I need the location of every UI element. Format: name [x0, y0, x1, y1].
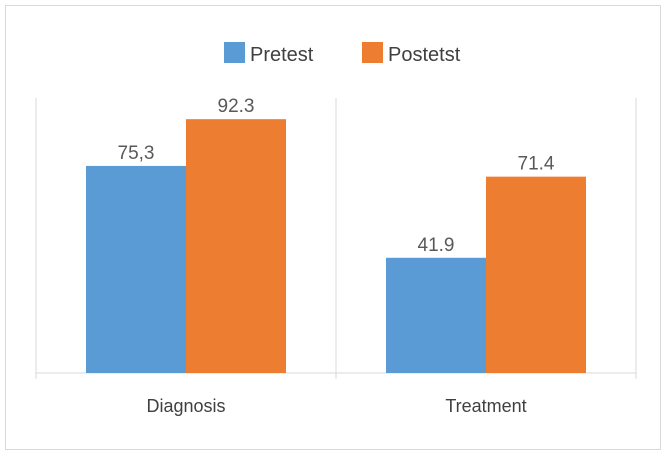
data-label: 92.3: [218, 96, 255, 117]
bar: [386, 257, 486, 373]
bars: [86, 119, 586, 373]
legend-swatch: [224, 42, 245, 63]
category-label: Treatment: [445, 396, 526, 416]
data-label: 75,3: [118, 143, 155, 164]
bar: [186, 119, 286, 373]
legend-label: Pretest: [250, 44, 314, 66]
category-labels: Diagnosis Treatment: [146, 396, 526, 416]
category-label: Diagnosis: [146, 396, 225, 416]
bar: [86, 165, 186, 373]
legend-label: Postetst: [388, 44, 461, 66]
bar: [486, 176, 586, 373]
legend-swatch: [362, 42, 383, 63]
data-labels: 75,3 92.3 41.9 71.4: [118, 96, 555, 256]
data-label: 71.4: [518, 154, 555, 175]
legend: Pretest Postetst: [224, 42, 461, 66]
data-label: 41.9: [418, 235, 455, 256]
